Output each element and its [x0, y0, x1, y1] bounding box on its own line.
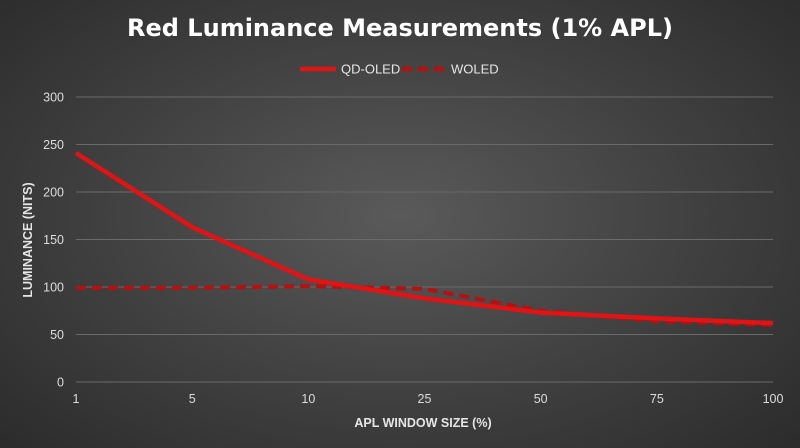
- legend-label: WOLED: [451, 62, 499, 77]
- x-tick-label: 75: [650, 392, 664, 406]
- y-tick-label: 100: [43, 281, 64, 295]
- chart-title: Red Luminance Measurements (1% APL): [127, 14, 673, 42]
- x-axis-title: APL WINDOW SIZE (%): [354, 416, 491, 430]
- x-tick-label: 100: [763, 392, 784, 406]
- y-tick-label: 50: [50, 328, 64, 342]
- x-tick-labels: 1 5 10 25 50 75 100: [73, 392, 784, 406]
- x-tick-label: 10: [301, 392, 315, 406]
- y-tick-label: 0: [57, 376, 64, 390]
- y-tick-label: 250: [43, 138, 64, 152]
- y-tick-label: 200: [43, 186, 64, 200]
- x-tick-label: 25: [418, 392, 432, 406]
- y-tick-labels: 0 50 100 150 200 250 300: [43, 91, 64, 390]
- x-tick-label: 5: [189, 392, 196, 406]
- legend-label: QD-OLED: [341, 62, 400, 77]
- series-line-qd-oled: [74, 151, 774, 326]
- x-tick-label: 1: [73, 392, 80, 406]
- x-tick-label: 50: [534, 392, 548, 406]
- legend: QD-OLED WOLED: [300, 62, 499, 77]
- y-axis-title: LUMINANCE (NITS): [21, 182, 35, 297]
- series-line-woled: [76, 284, 774, 327]
- y-tick-label: 300: [43, 91, 64, 105]
- y-tick-label: 150: [43, 233, 64, 247]
- grid: [76, 96, 773, 383]
- series-lines: [74, 151, 774, 327]
